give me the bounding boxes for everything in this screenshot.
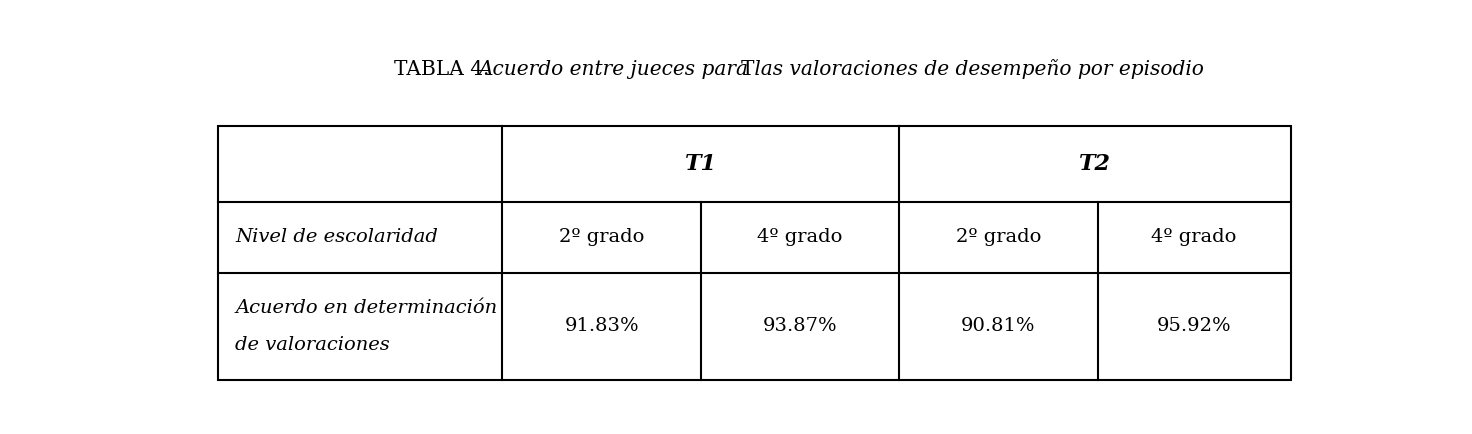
Text: 93.87%: 93.87%: [762, 317, 838, 335]
Text: de valoraciones: de valoraciones: [236, 335, 390, 354]
Text: Nivel de escolaridad: Nivel de escolaridad: [236, 228, 439, 247]
Text: 91.83%: 91.83%: [564, 317, 639, 335]
Text: 90.81%: 90.81%: [961, 317, 1036, 335]
Bar: [218, 125, 1291, 380]
Text: TABLA 4.: TABLA 4.: [394, 60, 496, 79]
Text: 4º grado: 4º grado: [1151, 228, 1236, 247]
Text: T: T: [740, 60, 754, 79]
Text: Acuerdo en determinación: Acuerdo en determinación: [236, 299, 498, 317]
Text: Acuerdo entre jueces para las valoraciones de desempeño por episodio: Acuerdo entre jueces para las valoracion…: [478, 59, 1204, 79]
Text: 2º grado: 2º grado: [559, 228, 645, 247]
Text: 4º grado: 4º grado: [757, 228, 842, 247]
Text: 95.92%: 95.92%: [1157, 317, 1232, 335]
Text: 2º grado: 2º grado: [955, 228, 1041, 247]
Text: T2: T2: [1079, 153, 1111, 175]
Text: T1: T1: [684, 153, 717, 175]
